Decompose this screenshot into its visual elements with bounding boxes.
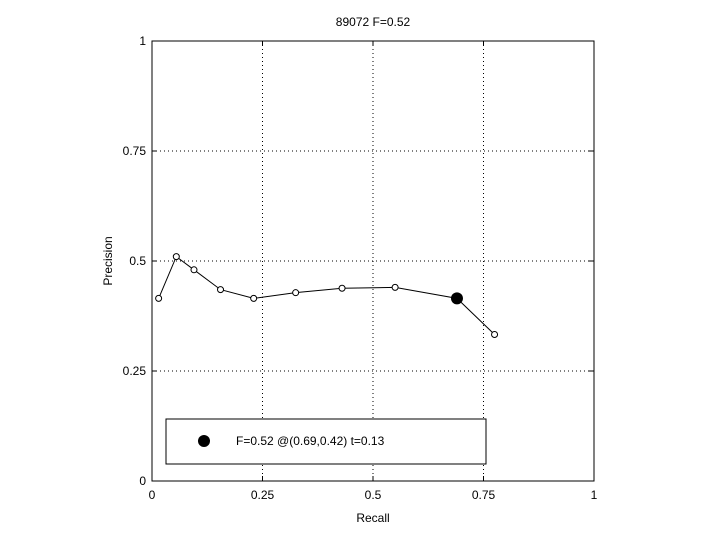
x-tick-label: 0.5 <box>365 488 382 502</box>
y-tick-label: 0.5 <box>129 254 146 268</box>
y-tick-labels: 0 0.25 0.5 0.75 1 <box>123 34 147 488</box>
legend-box <box>165 418 487 465</box>
data-point <box>292 289 300 297</box>
data-point <box>250 294 258 302</box>
x-tick-label: 1 <box>591 488 598 502</box>
y-axis-label: Precision <box>101 236 115 285</box>
data-point <box>172 253 180 261</box>
grid-lines <box>152 41 594 481</box>
data-point <box>155 294 163 302</box>
legend: F=0.52 @(0.69,0.42) t=0.13 <box>165 418 487 465</box>
data-series <box>155 253 499 338</box>
best-f-point <box>450 292 463 305</box>
y-tick-label: 0.75 <box>123 144 147 158</box>
x-tick-labels: 0 0.25 0.5 0.75 1 <box>149 488 598 502</box>
legend-text: F=0.52 @(0.69,0.42) t=0.13 <box>236 434 385 448</box>
data-point <box>391 283 399 291</box>
data-point <box>338 284 346 292</box>
chart-title: 89072 F=0.52 <box>336 15 411 29</box>
data-point <box>190 266 198 274</box>
y-tick-label: 1 <box>139 34 146 48</box>
x-tick-label: 0.75 <box>472 488 496 502</box>
data-point <box>217 286 225 294</box>
y-tick-label: 0.25 <box>123 364 147 378</box>
x-tick-label: 0.25 <box>251 488 275 502</box>
tick-marks <box>151 40 595 482</box>
legend-marker <box>198 435 210 447</box>
x-tick-label: 0 <box>149 488 156 502</box>
y-tick-label: 0 <box>139 474 146 488</box>
x-axis-label: Recall <box>356 511 389 525</box>
series-line <box>158 255 495 335</box>
data-point <box>491 330 499 338</box>
